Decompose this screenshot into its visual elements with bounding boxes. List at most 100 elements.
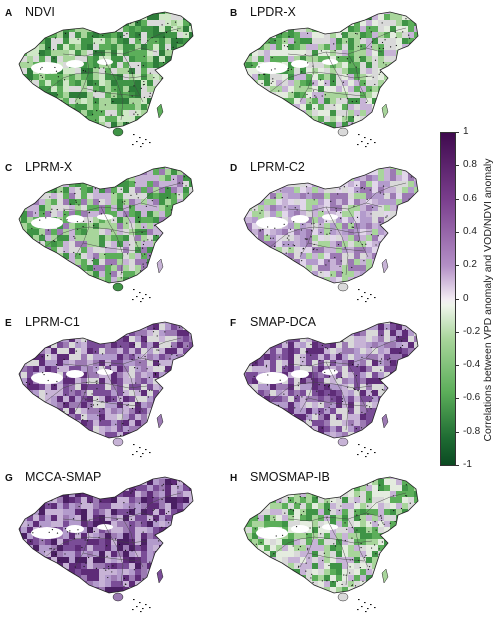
colorbar-tick-label: 0.6	[463, 192, 477, 204]
nodata-area	[291, 370, 309, 378]
hainan	[112, 437, 124, 447]
south-china-sea-islands	[357, 444, 376, 458]
colorbar-tick-label: 1	[463, 126, 469, 137]
colorbar-tick-mark	[455, 265, 459, 267]
taiwan	[381, 103, 389, 119]
china-map	[243, 166, 419, 303]
colorbar-tick-label: -0.6	[463, 392, 481, 404]
hainan	[112, 127, 124, 137]
hainan	[337, 282, 349, 292]
taiwan	[156, 258, 164, 274]
colorbar-tick-label: -0.2	[463, 325, 481, 337]
south-china-sea-islands	[132, 444, 151, 458]
south-china-sea-islands	[357, 599, 376, 613]
nodata-area	[291, 60, 309, 68]
taiwan	[381, 413, 389, 429]
panel-letter: A	[5, 8, 13, 19]
nodata-area	[322, 59, 338, 65]
nodata-area	[66, 60, 84, 68]
colorbar-tick-label: -0.4	[463, 359, 481, 371]
colorbar-tick-mark	[455, 431, 459, 433]
colorbar	[440, 132, 456, 466]
nodata-area	[256, 217, 288, 229]
taiwan	[156, 413, 164, 429]
nodata-area	[31, 527, 63, 539]
country-border	[18, 166, 194, 284]
nodata-area	[322, 369, 338, 375]
taiwan	[156, 568, 164, 584]
panel-title: SMOSMAP-IB	[250, 470, 330, 484]
nodata-area	[31, 62, 63, 74]
country-border	[243, 11, 419, 129]
hainan	[112, 282, 124, 292]
nodata-area	[97, 59, 113, 65]
panel-letter: H	[230, 473, 238, 484]
china-map	[243, 11, 419, 148]
country-border	[18, 321, 194, 439]
taiwan	[156, 103, 164, 119]
hainan	[337, 592, 349, 602]
nodata-area	[322, 214, 338, 220]
colorbar-tick-mark	[455, 132, 459, 133]
hainan	[112, 592, 124, 602]
map-panel-b: B LPDR-X	[230, 5, 440, 148]
province-borders	[269, 492, 407, 586]
province-borders	[44, 337, 182, 431]
panel-letter: B	[230, 8, 238, 19]
province-borders	[44, 182, 182, 276]
south-china-sea-islands	[132, 289, 151, 303]
province-borders	[44, 492, 182, 586]
nodata-area	[31, 217, 63, 229]
country-border	[18, 11, 194, 129]
hainan	[337, 437, 349, 447]
colorbar-tick-mark	[455, 465, 459, 466]
colorbar-tick-mark	[455, 331, 459, 333]
colorbar-tick-mark	[455, 165, 459, 167]
panel-title: LPRM-C2	[250, 160, 305, 174]
map-panel-d: D LPRM-C2	[230, 160, 440, 303]
map-panel-a: A NDVI	[5, 5, 215, 148]
panel-title: SMAP-DCA	[250, 315, 316, 329]
country-border	[243, 321, 419, 439]
nodata-area	[322, 524, 338, 530]
nodata-area	[66, 370, 84, 378]
nodata-area	[291, 215, 309, 223]
nodata-area	[66, 525, 84, 533]
colorbar-tick-mark	[455, 231, 459, 233]
china-map	[18, 476, 194, 613]
colorbar-tick-mark	[455, 298, 459, 300]
china-map	[18, 11, 194, 148]
south-china-sea-islands	[132, 134, 151, 148]
nodata-area	[291, 525, 309, 533]
panel-title: LPRM-C1	[25, 315, 80, 329]
nodata-area	[97, 369, 113, 375]
colorbar-tick-label: -1	[463, 459, 472, 470]
province-borders	[44, 27, 182, 121]
colorbar-tick-label: -0.8	[463, 425, 481, 437]
colorbar-tick-label: 0.2	[463, 259, 477, 271]
panel-title: NDVI	[25, 5, 55, 19]
south-china-sea-islands	[357, 289, 376, 303]
hainan	[337, 127, 349, 137]
china-map	[243, 476, 419, 613]
nodata-area	[66, 215, 84, 223]
map-panel-c: C LPRM-X	[5, 160, 215, 303]
nodata-area	[97, 214, 113, 220]
colorbar-tick-label: 0.8	[463, 159, 477, 171]
colorbar-tick-label: 0	[463, 292, 469, 304]
country-border	[18, 476, 194, 594]
panel-title: LPDR-X	[250, 5, 296, 19]
china-map	[18, 166, 194, 303]
colorbar-tick-mark	[455, 398, 459, 400]
panel-letter: C	[5, 163, 13, 174]
nodata-area	[256, 527, 288, 539]
panel-letter: E	[5, 318, 12, 329]
panel-letter: G	[5, 473, 13, 484]
map-panel-g: G MCCA-SMAP	[5, 470, 215, 613]
panel-title: LPRM-X	[25, 160, 73, 174]
colorbar-label: Correlations between VPD anomaly and VOD…	[482, 158, 494, 442]
colorbar-tick-mark	[455, 365, 459, 367]
panel-title: MCCA-SMAP	[25, 470, 102, 484]
province-borders	[269, 182, 407, 276]
colorbar-tick-mark	[455, 198, 459, 200]
